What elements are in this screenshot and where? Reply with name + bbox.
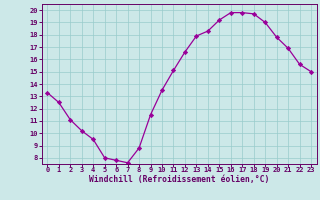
X-axis label: Windchill (Refroidissement éolien,°C): Windchill (Refroidissement éolien,°C) [89,175,269,184]
